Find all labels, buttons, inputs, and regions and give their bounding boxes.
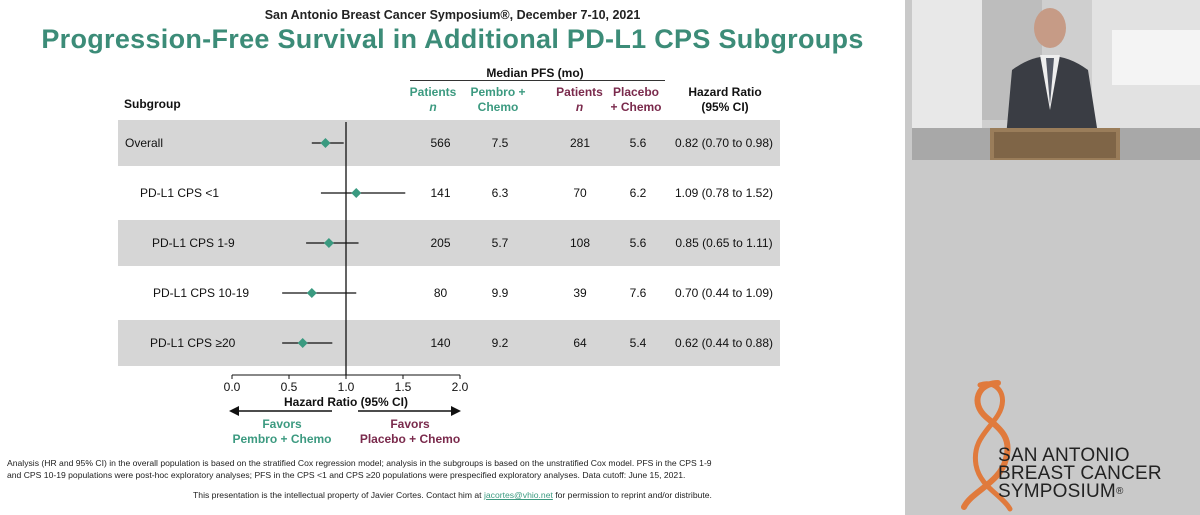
pembro-pfs-cell: 9.2 [491,336,509,350]
placebo-n-cell: 70 [573,186,587,200]
hr-cell: 0.70 (0.44 to 1.09) [674,286,774,300]
placebo-n-cell: 39 [573,286,587,300]
hr-cell: 0.85 (0.65 to 1.11) [675,236,773,250]
row-band-overall [118,120,780,166]
patients-pembro-header: Patients n [409,85,457,114]
pembro-chemo-header: Pembro + Chemo [470,85,526,114]
placebo-n-cell: 64 [573,336,587,350]
ip-notice: This presentation is the intellectual pr… [193,490,712,500]
conference-line: San Antonio Breast Cancer Symposium®, De… [264,8,641,22]
median-pfs-header: Median PFS (mo) [486,66,584,80]
speaker-video-scene [912,0,1200,160]
pembro-n-cell: 80 [433,286,448,300]
favors-placebo-label: Favors Placebo + Chemo [359,417,461,446]
hr-cell: 0.62 (0.44 to 0.88) [674,336,774,350]
subgroup-header: Subgroup [124,97,181,111]
hazard-ratio-header: Hazard Ratio (95% CI) [688,85,762,114]
ribbon-logo-icon [961,380,1013,512]
placebo-n-cell: 108 [569,236,591,250]
placebo-pfs-cell: 6.2 [629,186,647,200]
placebo-pfs-cell: 5.4 [629,336,647,350]
logo-line-3: SYMPOSIUM® [998,481,1124,502]
placebo-n-cell: 281 [569,136,591,150]
hr-point [297,338,308,348]
x-tick-label: 1.5 [395,380,412,394]
pembro-pfs-cell: 5.7 [491,236,509,250]
footnote: Analysis (HR and 95% CI) in the overall … [7,458,712,480]
pembro-n-cell: 566 [430,136,451,150]
placebo-pfs-cell: 5.6 [629,136,647,150]
presentation-slide: San Antonio Breast Cancer Symposium®, De… [0,0,905,515]
hr-cell: 1.09 (0.78 to 1.52) [674,186,774,200]
logo-line-2: BREAST CANCER [998,463,1162,484]
hr-point [323,238,334,248]
median-pfs-rule [410,80,665,81]
slide-title: Progression-Free Survival in Additional … [41,24,864,54]
hr-point [306,288,317,298]
contact-email-link[interactable]: jacortes@vhio.net [483,490,553,500]
row-band-cps-1-9 [118,220,780,266]
sabcs-logo: SAN ANTONIO BREAST CANCER SYMPOSIUM® [950,375,1200,515]
x-axis-label: Hazard Ratio (95% CI) [284,395,408,409]
row-band-cps-20 [118,320,780,366]
x-tick-label: 1.0 [338,380,355,394]
pembro-pfs-cell: 6.3 [491,186,509,200]
row-label: PD-L1 CPS ≥20 [150,336,236,350]
pembro-pfs-cell: 7.5 [491,136,509,150]
x-tick-label: 0.0 [224,380,241,394]
favors-pembro-label: Favors Pembro + Chemo [232,417,332,446]
pembro-pfs-cell: 9.9 [491,286,509,300]
pembro-n-cell: 205 [430,236,451,250]
placebo-pfs-cell: 5.6 [629,236,647,250]
row-label: PD-L1 CPS 10-19 [153,286,250,300]
logo-line-1: SAN ANTONIO [998,445,1130,466]
row-label: PD-L1 CPS <1 [140,186,220,200]
row-label: Overall [125,136,164,150]
row-label: PD-L1 CPS 1-9 [152,236,235,250]
pembro-n-cell: 141 [430,186,451,200]
favors-right-arrowhead [451,406,461,416]
placebo-chemo-header: Placebo + Chemo [610,85,662,114]
hr-point [351,188,362,198]
x-tick-label: 0.5 [281,380,298,394]
x-tick-label: 2.0 [452,380,469,394]
patients-placebo-header: Patients n [556,85,603,114]
hr-point [320,138,331,148]
forest-plot: 0.0 0.5 1.0 1.5 2.0 Hazard Ratio (95% CI) [224,122,469,416]
favors-left-arrowhead [229,406,239,416]
speaker-video [912,0,1200,160]
pembro-n-cell: 140 [430,336,451,350]
hr-cell: 0.82 (0.70 to 0.98) [674,136,774,150]
placebo-pfs-cell: 7.6 [629,286,647,300]
